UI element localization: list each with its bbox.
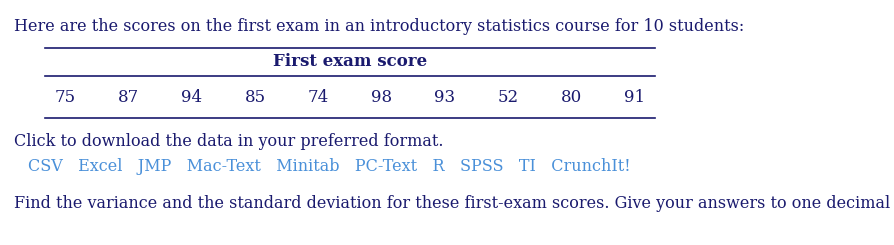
Text: 80: 80 <box>561 88 582 106</box>
Text: 87: 87 <box>118 88 139 106</box>
Text: 94: 94 <box>181 88 202 106</box>
Text: 91: 91 <box>624 88 645 106</box>
Text: 52: 52 <box>497 88 519 106</box>
Text: CSV   Excel   JMP   Mac-Text   Minitab   PC-Text   R   SPSS   TI   CrunchIt!: CSV Excel JMP Mac-Text Minitab PC-Text R… <box>28 158 630 175</box>
Text: 85: 85 <box>244 88 266 106</box>
Text: 98: 98 <box>371 88 392 106</box>
Text: Click to download the data in your preferred format.: Click to download the data in your prefe… <box>14 133 443 150</box>
Text: Here are the scores on the first exam in an introductory statistics course for 1: Here are the scores on the first exam in… <box>14 18 744 35</box>
Text: 74: 74 <box>308 88 329 106</box>
Text: Find the variance and the standard deviation for these first-exam scores. Give y: Find the variance and the standard devia… <box>14 195 894 212</box>
Text: First exam score: First exam score <box>273 53 426 71</box>
Text: 75: 75 <box>55 88 75 106</box>
Text: 93: 93 <box>434 88 455 106</box>
